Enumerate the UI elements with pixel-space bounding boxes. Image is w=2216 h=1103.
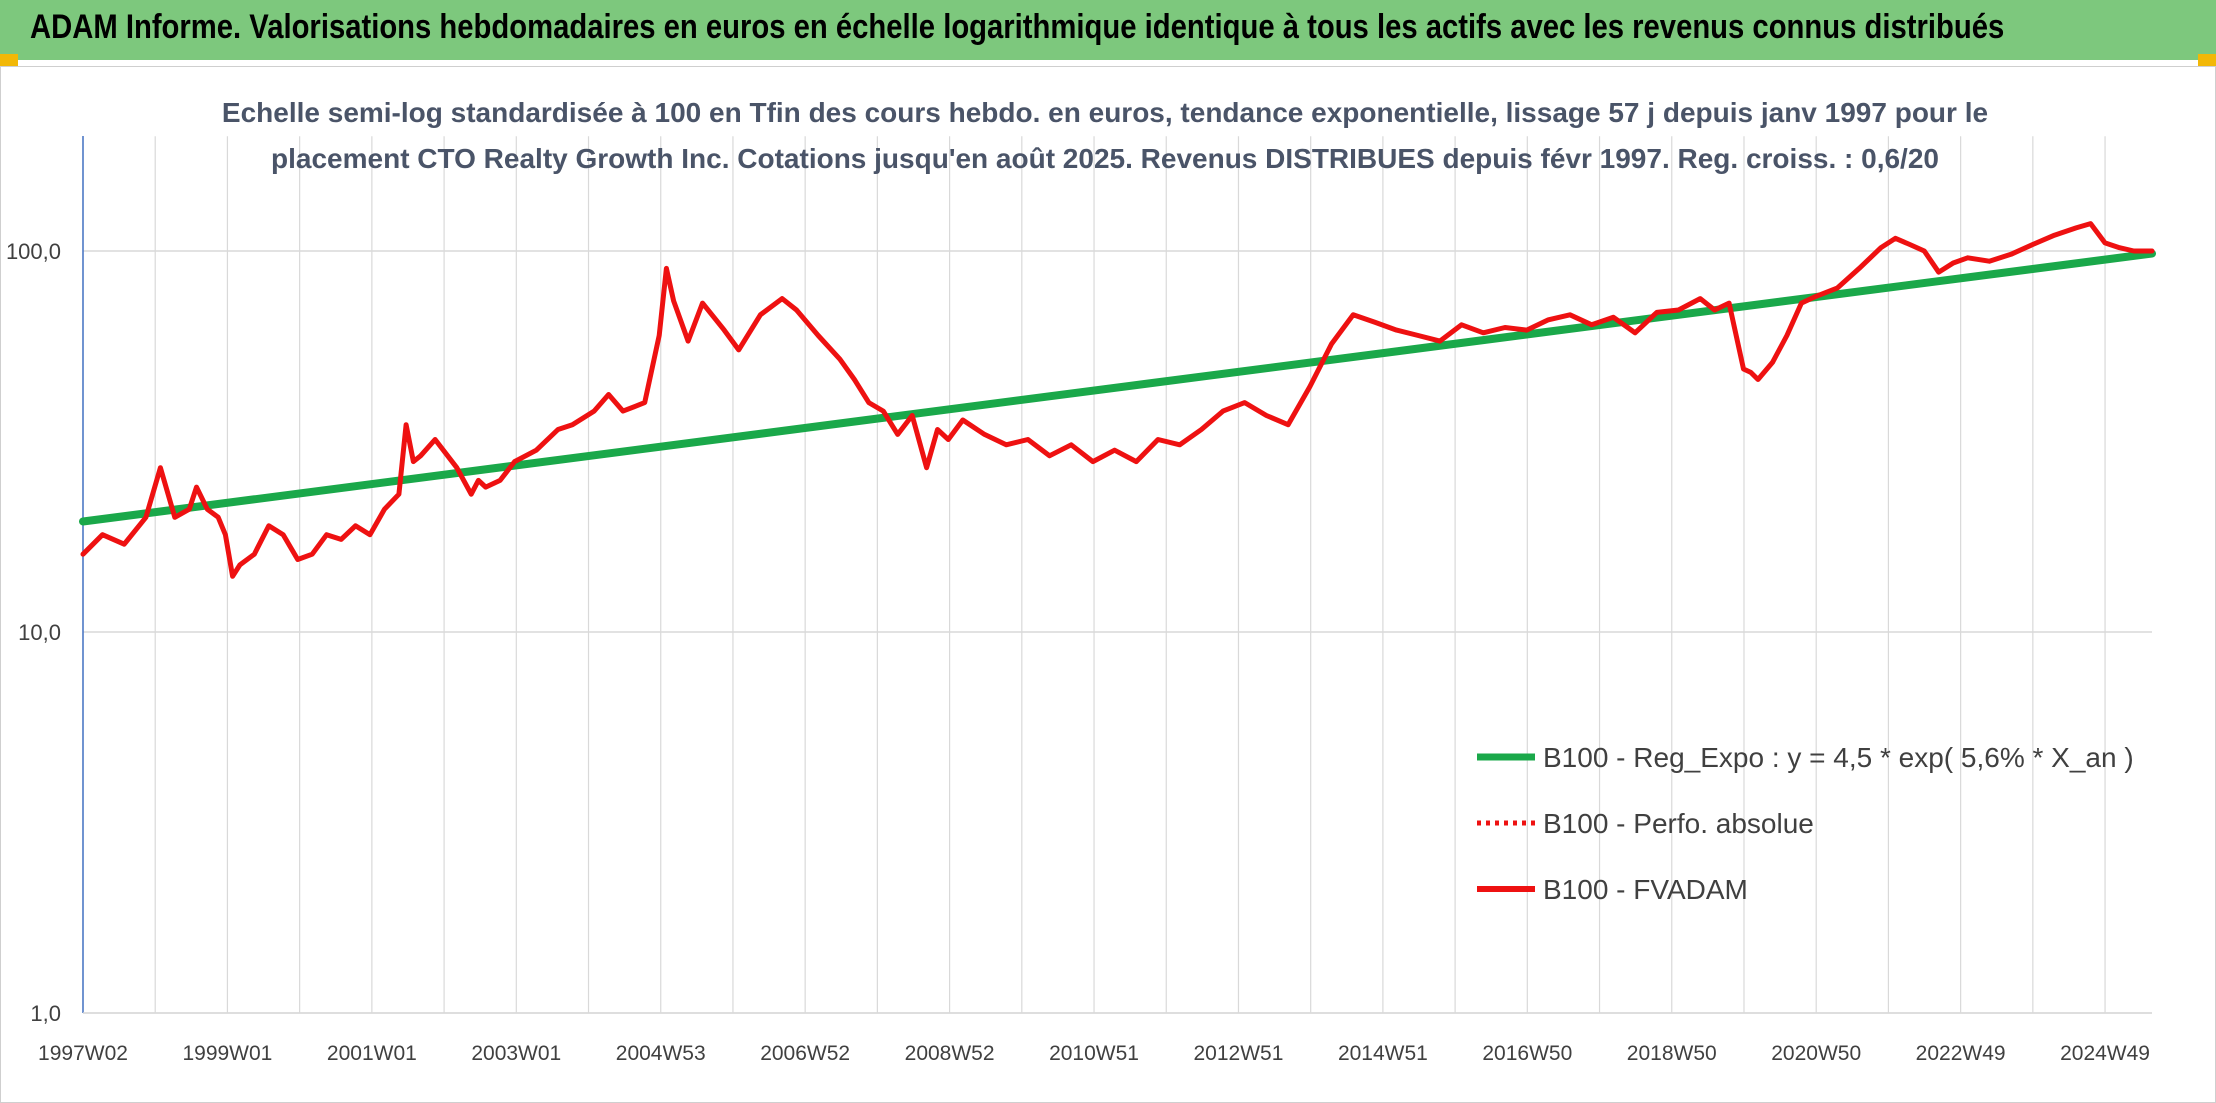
x-tick-label: 2016W50 <box>1482 1042 1572 1065</box>
corner-marker-left <box>0 54 18 66</box>
legend: B100 - Reg_Expo : y = 4,5 * exp( 5,6% * … <box>1477 742 2134 905</box>
x-tick-label: 1997W02 <box>38 1042 128 1065</box>
x-tick-label: 2006W52 <box>760 1042 850 1065</box>
x-tick-label: 2001W01 <box>327 1042 417 1065</box>
x-tick-label: 2003W01 <box>471 1042 561 1065</box>
legend-label-perf: B100 - Perfo. absolue <box>1543 808 1814 839</box>
series-line-fvadam <box>80 221 2155 579</box>
chart-title-line-2: placement CTO Realty Growth Inc. Cotatio… <box>271 143 1939 174</box>
x-tick-label: 2004W53 <box>616 1042 706 1065</box>
x-tick-label: 2022W49 <box>1916 1042 2006 1065</box>
x-tick-label: 2014W51 <box>1338 1042 1428 1065</box>
axes <box>82 136 2152 1014</box>
y-tick-labels: 1,0 10,0 100,0 <box>6 239 61 1026</box>
x-tick-label: 1999W01 <box>182 1042 272 1065</box>
y-tick-label: 10,0 <box>18 620 61 645</box>
report-title: ADAM Informe. Valorisations hebdomadaire… <box>30 8 2005 46</box>
x-tick-label: 2012W51 <box>1194 1042 1284 1065</box>
x-tick-labels: 1997W02 1999W01 2001W01 2003W01 2004W53 2006W… <box>38 1042 2150 1065</box>
legend-label-trend: B100 - Reg_Expo : y = 4,5 * exp( 5,6% * … <box>1543 742 2134 773</box>
y-tick-label: 100,0 <box>6 239 61 264</box>
x-tick-label: 2024W49 <box>2060 1042 2150 1065</box>
legend-label-price: B100 - FVADAM <box>1543 874 1748 905</box>
x-tick-label: 2018W50 <box>1627 1042 1717 1065</box>
corner-marker-right <box>2198 54 2216 66</box>
header-banner: ADAM Informe. Valorisations hebdomadaire… <box>0 0 2216 60</box>
x-tick-label: 2010W51 <box>1049 1042 1139 1065</box>
x-tick-label: 2020W50 <box>1771 1042 1861 1065</box>
grid <box>82 136 2152 1014</box>
x-tick-label: 2008W52 <box>905 1042 995 1065</box>
series <box>79 221 2156 579</box>
y-tick-label: 1,0 <box>30 1001 61 1026</box>
series-line-trend <box>79 249 2156 526</box>
chart-title-line-1: Echelle semi-log standardisée à 100 en T… <box>222 97 1988 128</box>
